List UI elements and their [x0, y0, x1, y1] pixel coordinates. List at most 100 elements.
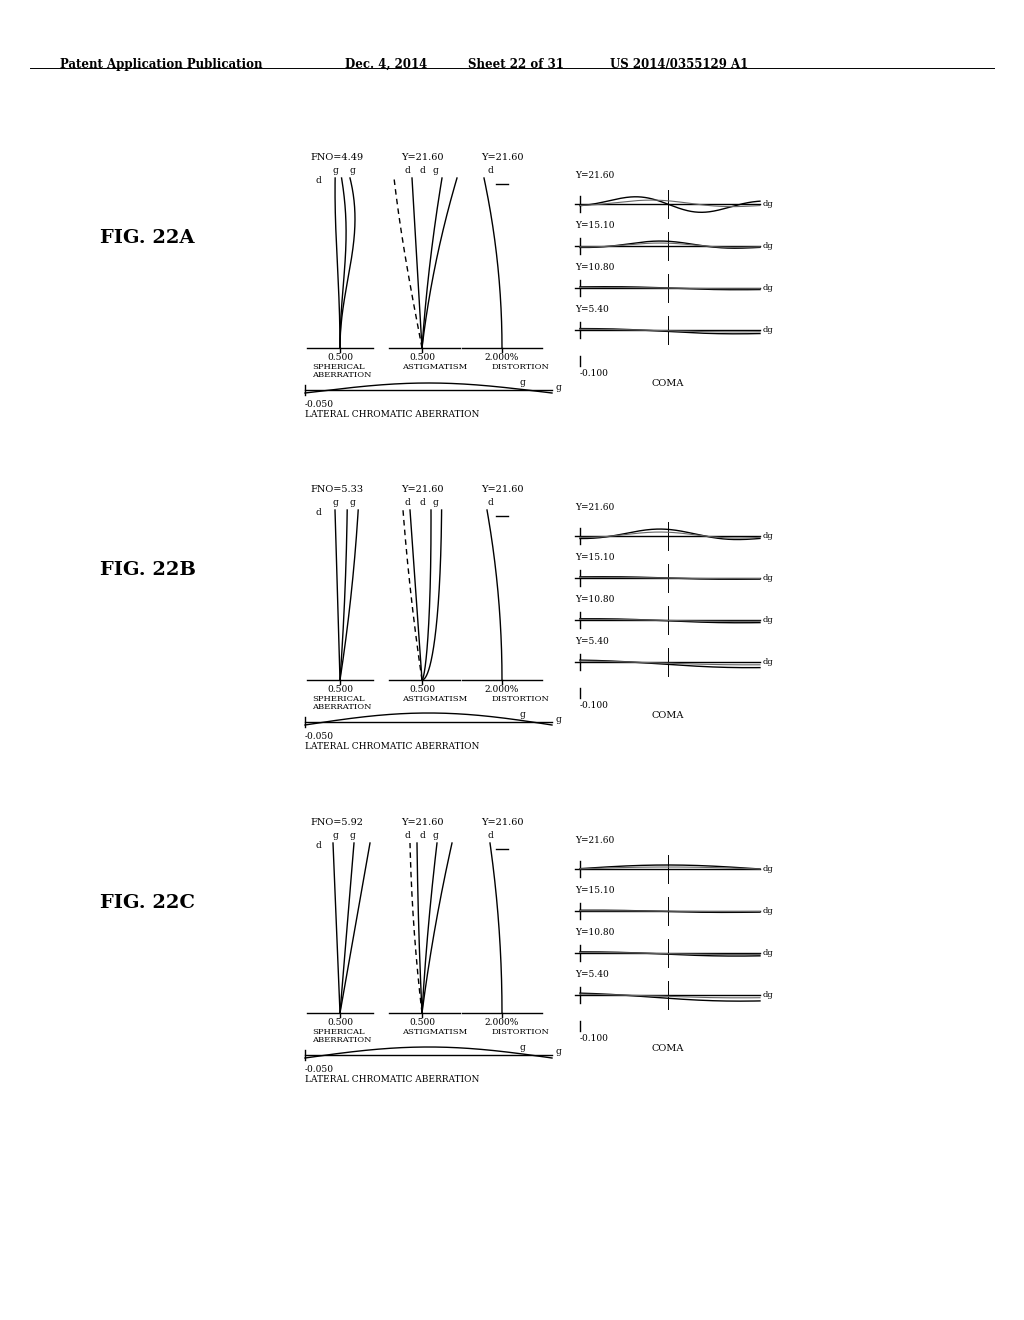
Text: 2.000%: 2.000% — [484, 1018, 519, 1027]
Text: Y=5.40: Y=5.40 — [575, 305, 608, 314]
Text: d: d — [419, 498, 425, 507]
Text: g: g — [432, 832, 438, 840]
Text: SPHERICAL: SPHERICAL — [312, 696, 365, 704]
Text: dg: dg — [763, 657, 774, 667]
Text: g: g — [432, 498, 438, 507]
Text: ASTIGMATISM: ASTIGMATISM — [402, 1028, 467, 1036]
Text: g: g — [519, 378, 525, 387]
Text: dg: dg — [763, 201, 774, 209]
Text: -0.100: -0.100 — [580, 701, 609, 710]
Text: Y=10.80: Y=10.80 — [575, 928, 614, 937]
Text: 2.000%: 2.000% — [484, 352, 519, 362]
Text: Y=21.60: Y=21.60 — [400, 484, 443, 494]
Text: 0.500: 0.500 — [327, 685, 353, 694]
Text: d: d — [315, 841, 321, 850]
Text: -0.050: -0.050 — [305, 400, 334, 409]
Text: Y=21.60: Y=21.60 — [480, 484, 523, 494]
Text: dg: dg — [763, 616, 774, 624]
Text: Y=15.10: Y=15.10 — [575, 886, 614, 895]
Text: Y=5.40: Y=5.40 — [575, 970, 608, 979]
Text: g: g — [349, 166, 355, 176]
Text: LATERAL CHROMATIC ABERRATION: LATERAL CHROMATIC ABERRATION — [305, 411, 479, 418]
Text: Y=21.60: Y=21.60 — [400, 153, 443, 162]
Text: g: g — [555, 714, 561, 723]
Text: Y=21.60: Y=21.60 — [575, 503, 614, 512]
Text: g: g — [519, 710, 525, 719]
Text: Y=21.60: Y=21.60 — [480, 153, 523, 162]
Text: DISTORTION: DISTORTION — [492, 696, 550, 704]
Text: DISTORTION: DISTORTION — [492, 363, 550, 371]
Text: ABERRATION: ABERRATION — [312, 1036, 372, 1044]
Text: Y=15.10: Y=15.10 — [575, 220, 614, 230]
Text: dg: dg — [763, 991, 774, 999]
Text: d: d — [419, 832, 425, 840]
Text: dg: dg — [763, 907, 774, 915]
Text: g: g — [332, 166, 338, 176]
Text: SPHERICAL: SPHERICAL — [312, 363, 365, 371]
Text: SPHERICAL: SPHERICAL — [312, 1028, 365, 1036]
Text: FIG. 22A: FIG. 22A — [100, 228, 195, 247]
Text: US 2014/0355129 A1: US 2014/0355129 A1 — [610, 58, 749, 71]
Text: Sheet 22 of 31: Sheet 22 of 31 — [468, 58, 564, 71]
Text: LATERAL CHROMATIC ABERRATION: LATERAL CHROMATIC ABERRATION — [305, 1074, 479, 1084]
Text: -0.050: -0.050 — [305, 1065, 334, 1074]
Text: dg: dg — [763, 242, 774, 249]
Text: COMA: COMA — [651, 1044, 684, 1053]
Text: g: g — [332, 832, 338, 840]
Text: g: g — [349, 498, 355, 507]
Text: COMA: COMA — [651, 711, 684, 719]
Text: dg: dg — [763, 284, 774, 292]
Text: dg: dg — [763, 865, 774, 873]
Text: Y=21.60: Y=21.60 — [480, 818, 523, 828]
Text: d: d — [419, 166, 425, 176]
Text: FNO=5.33: FNO=5.33 — [310, 484, 364, 494]
Text: d: d — [404, 498, 410, 507]
Text: g: g — [555, 1048, 561, 1056]
Text: d: d — [315, 176, 321, 185]
Text: DISTORTION: DISTORTION — [492, 1028, 550, 1036]
Text: FIG. 22C: FIG. 22C — [100, 894, 195, 912]
Text: d: d — [487, 166, 493, 176]
Text: Y=21.60: Y=21.60 — [575, 172, 614, 180]
Text: 0.500: 0.500 — [409, 352, 435, 362]
Text: Y=10.80: Y=10.80 — [575, 595, 614, 605]
Text: 0.500: 0.500 — [409, 1018, 435, 1027]
Text: Y=5.40: Y=5.40 — [575, 638, 608, 645]
Text: g: g — [349, 832, 355, 840]
Text: g: g — [432, 166, 438, 176]
Text: -0.100: -0.100 — [580, 1034, 609, 1043]
Text: ABERRATION: ABERRATION — [312, 704, 372, 711]
Text: dg: dg — [763, 574, 774, 582]
Text: -0.100: -0.100 — [580, 370, 609, 378]
Text: Patent Application Publication: Patent Application Publication — [60, 58, 262, 71]
Text: Y=21.60: Y=21.60 — [400, 818, 443, 828]
Text: dg: dg — [763, 532, 774, 540]
Text: dg: dg — [763, 949, 774, 957]
Text: Y=15.10: Y=15.10 — [575, 553, 614, 562]
Text: FNO=4.49: FNO=4.49 — [310, 153, 364, 162]
Text: Dec. 4, 2014: Dec. 4, 2014 — [345, 58, 427, 71]
Text: FIG. 22B: FIG. 22B — [100, 561, 196, 579]
Text: d: d — [404, 166, 410, 176]
Text: 2.000%: 2.000% — [484, 685, 519, 694]
Text: d: d — [487, 498, 493, 507]
Text: Y=21.60: Y=21.60 — [575, 836, 614, 845]
Text: g: g — [555, 383, 561, 392]
Text: FNO=5.92: FNO=5.92 — [310, 818, 362, 828]
Text: ASTIGMATISM: ASTIGMATISM — [402, 363, 467, 371]
Text: ASTIGMATISM: ASTIGMATISM — [402, 696, 467, 704]
Text: g: g — [332, 498, 338, 507]
Text: d: d — [487, 832, 493, 840]
Text: 0.500: 0.500 — [327, 1018, 353, 1027]
Text: Y=10.80: Y=10.80 — [575, 263, 614, 272]
Text: COMA: COMA — [651, 379, 684, 388]
Text: ABERRATION: ABERRATION — [312, 371, 372, 379]
Text: d: d — [315, 508, 321, 517]
Text: 0.500: 0.500 — [409, 685, 435, 694]
Text: -0.050: -0.050 — [305, 733, 334, 741]
Text: 0.500: 0.500 — [327, 352, 353, 362]
Text: d: d — [404, 832, 410, 840]
Text: g: g — [519, 1043, 525, 1052]
Text: LATERAL CHROMATIC ABERRATION: LATERAL CHROMATIC ABERRATION — [305, 742, 479, 751]
Text: dg: dg — [763, 326, 774, 334]
